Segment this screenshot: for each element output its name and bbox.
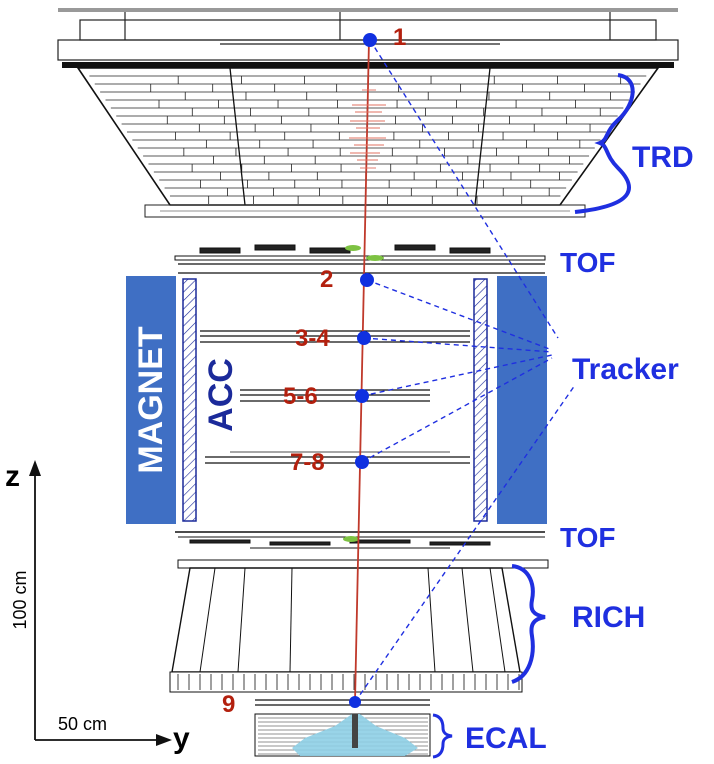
hit-points: [349, 33, 377, 708]
y-axis-label: y: [173, 722, 190, 755]
layer-label-1: 1: [393, 24, 406, 51]
rich-label: RICH: [572, 601, 645, 634]
hit-point-7-8: [355, 455, 369, 469]
z-arrow-head: [29, 460, 41, 476]
hit-point-1: [363, 33, 377, 47]
hit-point-3-4: [357, 331, 371, 345]
tof-hit-upper: [345, 245, 361, 251]
hit-point-9: [349, 696, 361, 708]
ecal-module: [254, 699, 431, 757]
layer-label-5-6: 5-6: [283, 383, 318, 410]
y-arrow-head: [156, 734, 172, 746]
hit-point-2: [360, 273, 374, 287]
magnet-left: MAGNET: [126, 276, 176, 524]
z-scale-label: 100 cm: [10, 570, 30, 629]
rich-module: [169, 559, 549, 693]
tracker-planes: [178, 272, 545, 464]
acc-label: ACC: [202, 358, 240, 432]
hit-point-5-6: [355, 389, 369, 403]
layer-label-3-4: 3-4: [295, 325, 330, 352]
tracker-leader-lines: [354, 39, 576, 703]
upper-tof: [174, 244, 546, 265]
lower-tof: [175, 531, 545, 549]
magnet-right: [497, 276, 547, 524]
trd-module: [76, 67, 660, 218]
tracker-label: Tracker: [572, 353, 679, 386]
tof-label-upper: TOF: [560, 247, 615, 278]
rich-brace: [511, 564, 546, 684]
tof-label-lower: TOF: [560, 522, 615, 553]
ecal-brace: [432, 713, 453, 759]
trd-brace: [574, 73, 635, 214]
magnet-label: MAGNET: [132, 326, 170, 474]
y-scale-label: 50 cm: [58, 714, 107, 734]
ecal-label: ECAL: [465, 722, 547, 755]
tof-hit-upper-2: [366, 255, 384, 261]
acc-panel-left: [182, 278, 197, 522]
particle-track: [349, 39, 386, 703]
z-axis-label: z: [5, 460, 20, 493]
trd-label: TRD: [632, 141, 694, 174]
layer-label-9: 9: [222, 691, 235, 718]
layer-label-7-8: 7-8: [290, 449, 325, 476]
tof-hit-lower: [343, 536, 359, 542]
layer-label-2: 2: [320, 266, 333, 293]
coordinate-axes: z y 100 cm 50 cm: [5, 460, 190, 755]
